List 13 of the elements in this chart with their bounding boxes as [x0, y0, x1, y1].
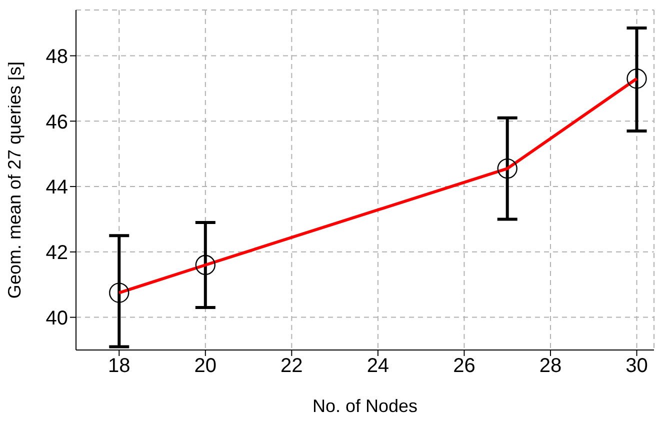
- x-tick-label: 26: [453, 355, 476, 378]
- x-axis-title: No. of Nodes: [312, 396, 418, 416]
- y-tick-label: 48: [46, 46, 68, 68]
- x-tick-label: 18: [108, 355, 130, 378]
- y-tick-label: 46: [46, 111, 68, 134]
- x-tick-label: 22: [280, 355, 303, 378]
- y-tick-label: 42: [46, 242, 68, 264]
- x-tick-label: 24: [366, 355, 390, 378]
- y-tick-label: 40: [46, 307, 68, 330]
- x-tick-label: 30: [626, 355, 648, 378]
- y-tick-label: 44: [46, 176, 68, 199]
- x-tick-label: 20: [194, 355, 217, 378]
- x-tick-label: 28: [539, 355, 562, 378]
